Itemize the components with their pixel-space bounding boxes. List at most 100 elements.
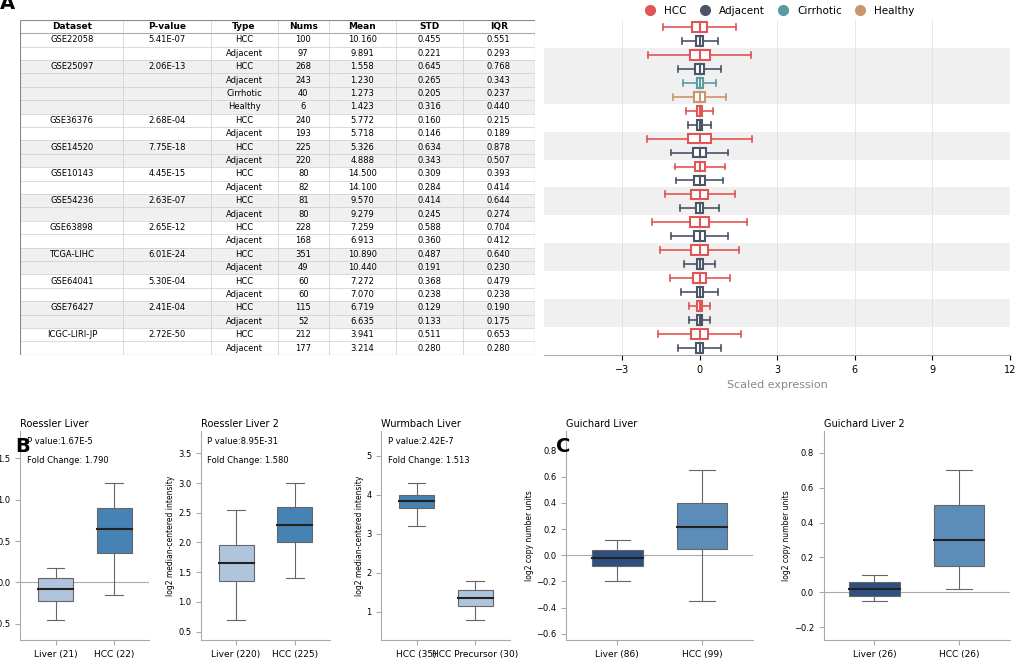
Text: Guichard Liver: Guichard Liver	[566, 419, 637, 429]
Text: 9.279: 9.279	[351, 209, 374, 219]
Text: Roessler Liver: Roessler Liver	[20, 419, 89, 429]
Text: Fold Change: 1.580: Fold Change: 1.580	[207, 456, 288, 465]
Text: GSE54236: GSE54236	[50, 196, 94, 205]
Text: 80: 80	[298, 209, 309, 219]
FancyBboxPatch shape	[20, 73, 534, 87]
Bar	[696, 106, 702, 115]
Text: 6: 6	[301, 102, 306, 111]
Bar	[692, 22, 706, 32]
Text: 6.719: 6.719	[351, 303, 374, 312]
Text: 1.558: 1.558	[351, 62, 374, 71]
Bar	[544, 243, 1009, 271]
Text: 4.45E-15: 4.45E-15	[149, 169, 185, 178]
Text: 2.63E-07: 2.63E-07	[148, 196, 185, 205]
Text: 0.284: 0.284	[417, 183, 440, 192]
Bar	[691, 329, 707, 339]
Text: GSE14520: GSE14520	[50, 143, 94, 151]
Text: 10.890: 10.890	[347, 250, 377, 259]
Text: Adjacent: Adjacent	[225, 183, 262, 192]
Text: 81: 81	[298, 196, 309, 205]
Text: 0.511: 0.511	[417, 330, 440, 340]
Text: Adjacent: Adjacent	[225, 129, 262, 138]
Text: 60: 60	[298, 277, 309, 285]
Text: Type: Type	[232, 22, 256, 31]
FancyBboxPatch shape	[20, 140, 534, 154]
Text: HCC: HCC	[234, 250, 253, 259]
Text: 7.070: 7.070	[351, 290, 374, 299]
Text: 2.41E-04: 2.41E-04	[149, 303, 185, 312]
Text: 0.230: 0.230	[486, 263, 511, 272]
Bar	[696, 78, 702, 87]
Text: Fold Change: 1.790: Fold Change: 1.790	[26, 456, 108, 465]
Text: GSE63898: GSE63898	[50, 223, 94, 232]
Text: 225: 225	[296, 143, 311, 151]
Text: Wurmbach Liver: Wurmbach Liver	[381, 419, 461, 429]
Bar	[696, 287, 702, 297]
Text: IQR: IQR	[489, 22, 507, 31]
Text: Nums: Nums	[288, 22, 317, 31]
FancyBboxPatch shape	[20, 315, 534, 328]
Text: 0.175: 0.175	[486, 317, 511, 326]
Text: 0.280: 0.280	[486, 344, 511, 353]
Text: HCC: HCC	[234, 303, 253, 312]
Text: 2.72E-50: 2.72E-50	[148, 330, 185, 340]
Bar	[676, 503, 727, 549]
Y-axis label: log2 median-centered intensity: log2 median-centered intensity	[166, 476, 175, 596]
Text: STD: STD	[419, 22, 439, 31]
Text: 5.772: 5.772	[351, 116, 374, 125]
Legend: HCC, Adjacent, Cirrhotic, Healthy: HCC, Adjacent, Cirrhotic, Healthy	[635, 2, 917, 20]
Text: 0.878: 0.878	[486, 143, 511, 151]
Text: 351: 351	[296, 250, 311, 259]
Text: 0.238: 0.238	[486, 290, 511, 299]
Text: GSE10143: GSE10143	[50, 169, 94, 178]
Text: 0.414: 0.414	[486, 183, 510, 192]
Text: 0.280: 0.280	[417, 344, 440, 353]
Text: Adjacent: Adjacent	[225, 49, 262, 58]
Text: 0.653: 0.653	[486, 330, 511, 340]
Text: 7.259: 7.259	[351, 223, 374, 232]
Bar	[97, 508, 131, 554]
Bar	[544, 187, 1009, 215]
Bar	[696, 259, 702, 269]
Text: TCGA-LIHC: TCGA-LIHC	[49, 250, 94, 259]
Text: 0.507: 0.507	[486, 156, 511, 165]
Text: A: A	[0, 0, 15, 13]
Text: 0.237: 0.237	[486, 89, 511, 98]
Text: 80: 80	[298, 169, 309, 178]
Text: 10.160: 10.160	[347, 35, 377, 44]
Text: Cirrhotic: Cirrhotic	[226, 89, 262, 98]
Text: 0.440: 0.440	[486, 102, 510, 111]
Bar	[693, 92, 704, 101]
Text: Adjacent: Adjacent	[225, 75, 262, 85]
Text: 6.635: 6.635	[351, 317, 374, 326]
Bar	[544, 131, 1009, 159]
Bar	[398, 495, 434, 508]
Text: GSE25097: GSE25097	[50, 62, 94, 71]
Text: 7.75E-18: 7.75E-18	[148, 143, 185, 151]
Bar	[694, 161, 704, 171]
Text: 0.343: 0.343	[486, 75, 511, 85]
Text: GSE64041: GSE64041	[50, 277, 94, 285]
Text: P value:8.95E-31: P value:8.95E-31	[207, 438, 278, 446]
Text: 0.274: 0.274	[486, 209, 511, 219]
Text: 5.30E-04: 5.30E-04	[148, 277, 185, 285]
Text: 14.100: 14.100	[347, 183, 376, 192]
FancyBboxPatch shape	[20, 301, 534, 315]
Text: 168: 168	[294, 236, 311, 245]
Bar	[690, 217, 708, 227]
Text: 0.368: 0.368	[417, 277, 441, 285]
FancyBboxPatch shape	[20, 247, 534, 261]
Text: 0.704: 0.704	[486, 223, 511, 232]
Text: 243: 243	[296, 75, 311, 85]
Text: 82: 82	[298, 183, 309, 192]
Text: 0.360: 0.360	[417, 236, 441, 245]
Text: 0.265: 0.265	[417, 75, 440, 85]
Text: 0.189: 0.189	[486, 129, 511, 138]
Bar	[277, 507, 312, 542]
Text: Dataset: Dataset	[52, 22, 92, 31]
Text: 0.768: 0.768	[486, 62, 511, 71]
Text: 0.479: 0.479	[486, 277, 511, 285]
Text: 0.160: 0.160	[417, 116, 440, 125]
Text: HCC: HCC	[234, 62, 253, 71]
Bar	[691, 245, 707, 255]
